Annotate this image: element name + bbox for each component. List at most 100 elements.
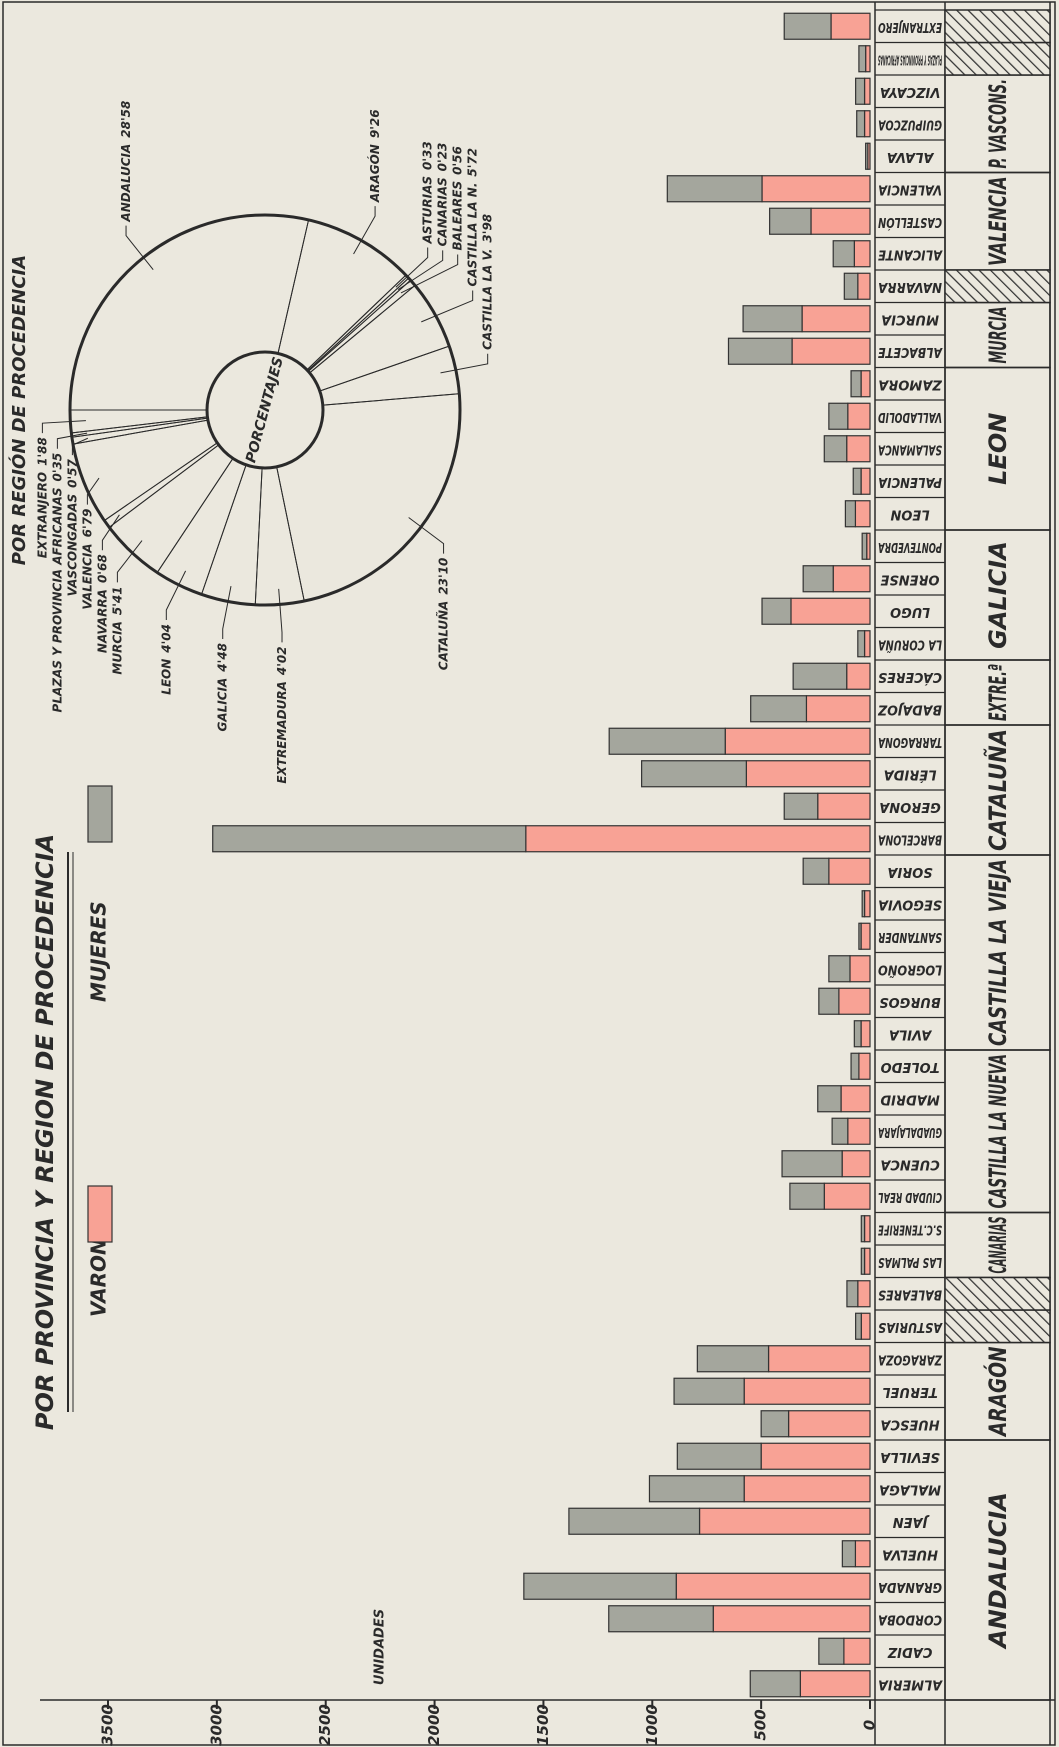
y-tick-label: 0 (861, 1720, 879, 1730)
pie-label: BALEARES 0'56 (450, 146, 464, 250)
bar-segment (790, 597, 871, 625)
region-hatch (944, 269, 1051, 304)
bar-segment (743, 1475, 871, 1503)
category-label: LÉRIDA (884, 766, 937, 782)
category-label: BARCELONA (878, 831, 942, 846)
category-label: CÁCERES (878, 669, 942, 685)
leader-line (421, 290, 474, 323)
bar-segment (523, 1572, 677, 1600)
region-hatch (944, 9, 1051, 44)
chart-title: POR PROVINCIA Y REGION DE PROCEDENCIA (31, 834, 59, 1430)
pie-label-value: 23'10 (436, 558, 450, 595)
region-hatch (944, 41, 1051, 76)
bar-segment (802, 857, 830, 885)
bar-segment (853, 1020, 862, 1048)
bar-segment (854, 500, 871, 528)
bar-segment (857, 272, 871, 300)
pie-label: GALICIA 4'48 (215, 643, 229, 732)
category-label: GERONA (879, 799, 941, 814)
region-label: P. VASCONS. (984, 79, 1012, 169)
leader-line (440, 353, 489, 374)
region-label: CATALUÑA (983, 729, 1012, 851)
bar-segment (828, 402, 849, 430)
bar-segment (742, 305, 803, 333)
category-label: ALMERIA (878, 1676, 943, 1691)
bar-segment (828, 857, 871, 885)
pie-label-name: CATALUÑA (435, 601, 450, 671)
leader-line (86, 477, 100, 505)
bar-segment (855, 1312, 862, 1340)
bar-segment (865, 45, 871, 73)
pie-label: CASTILLA LA V. 3'98 (480, 214, 494, 350)
region-label: CANARIAS (984, 1217, 1012, 1274)
leader-line (56, 432, 88, 449)
pie-label-name: PLAZAS Y PROVINCIA AFRICANAS (50, 487, 64, 712)
bar-segment (724, 727, 871, 755)
bar-segment (783, 792, 819, 820)
category-label: TARRAGONA (878, 734, 942, 749)
bar-segment (787, 1410, 871, 1438)
region-label: LEON (984, 413, 1012, 485)
pie-label: MURCIA 5'41 (110, 586, 124, 674)
bar-segment (641, 760, 747, 788)
bar-segment (817, 1085, 842, 1113)
leader-line (395, 247, 429, 288)
pie-inner-ring (205, 350, 325, 470)
pie-label-name: EXTRANJERO (35, 472, 49, 558)
bar-segment (860, 1020, 871, 1048)
bar-segment (760, 1410, 790, 1438)
bar-segment (828, 955, 851, 983)
bar-segment (769, 207, 812, 235)
category-label: ZAMORA (878, 376, 943, 391)
category-label: SALAMANCA (878, 441, 942, 456)
pie-label-value: 1'88 (35, 437, 49, 466)
leader-line (165, 570, 187, 620)
bar-segment (863, 77, 871, 105)
bar-segment (858, 1052, 871, 1080)
bar-segment (860, 467, 871, 495)
pie-label: PLAZAS Y PROVINCIA AFRICANAS 0'35 (50, 453, 64, 713)
bar-segment (745, 760, 871, 788)
pie-label-value: 0'35 (50, 453, 64, 482)
bar-segment (761, 175, 871, 203)
category-label: S.C.TENERIFE (878, 1221, 942, 1236)
bar-segment (832, 240, 855, 268)
bar-segment (838, 987, 871, 1015)
pie-label-value: 0'68 (95, 554, 109, 583)
category-label: MALAGA (879, 1481, 941, 1496)
bar-segment (863, 890, 871, 918)
y-axis-label: UNIDADES (373, 1609, 388, 1685)
pie-label-name: ARAGÓN (367, 144, 382, 203)
y-tick-label: 1000 (643, 1704, 661, 1746)
category-label: CIUDAD REAL (878, 1189, 942, 1204)
bar-segment (843, 272, 859, 300)
pie-label: VALENCIA 6'79 (80, 509, 94, 610)
bar-segment (801, 305, 871, 333)
bar-segment (850, 370, 862, 398)
bar-segment (831, 1117, 849, 1145)
bar-segment (846, 662, 871, 690)
leader-line (397, 250, 444, 291)
pie-label-value: 0'57 (65, 458, 79, 487)
bar-segment (847, 1117, 871, 1145)
category-label: CADIZ (887, 1644, 932, 1659)
bar-segment (852, 467, 862, 495)
y-tick-label: 1500 (534, 1704, 552, 1746)
legend-label: MUJERES (87, 901, 111, 1002)
bar-segment (841, 1540, 857, 1568)
category-label: VALENCIA (878, 181, 942, 196)
bar-segment (853, 240, 871, 268)
category-label: CORDOBA (878, 1611, 942, 1626)
category-label: ASTURIAS (878, 1319, 943, 1334)
bar-segment (767, 1345, 871, 1373)
pie-label: NAVARRA 0'68 (95, 554, 109, 653)
category-label: BURGOS (879, 994, 941, 1009)
pie-label-value: 4'48 (215, 643, 229, 673)
bar-segment (743, 1377, 871, 1405)
bar-segment (810, 207, 871, 235)
pie-label-value: 9'26 (368, 109, 382, 138)
bar-segment (860, 922, 871, 950)
